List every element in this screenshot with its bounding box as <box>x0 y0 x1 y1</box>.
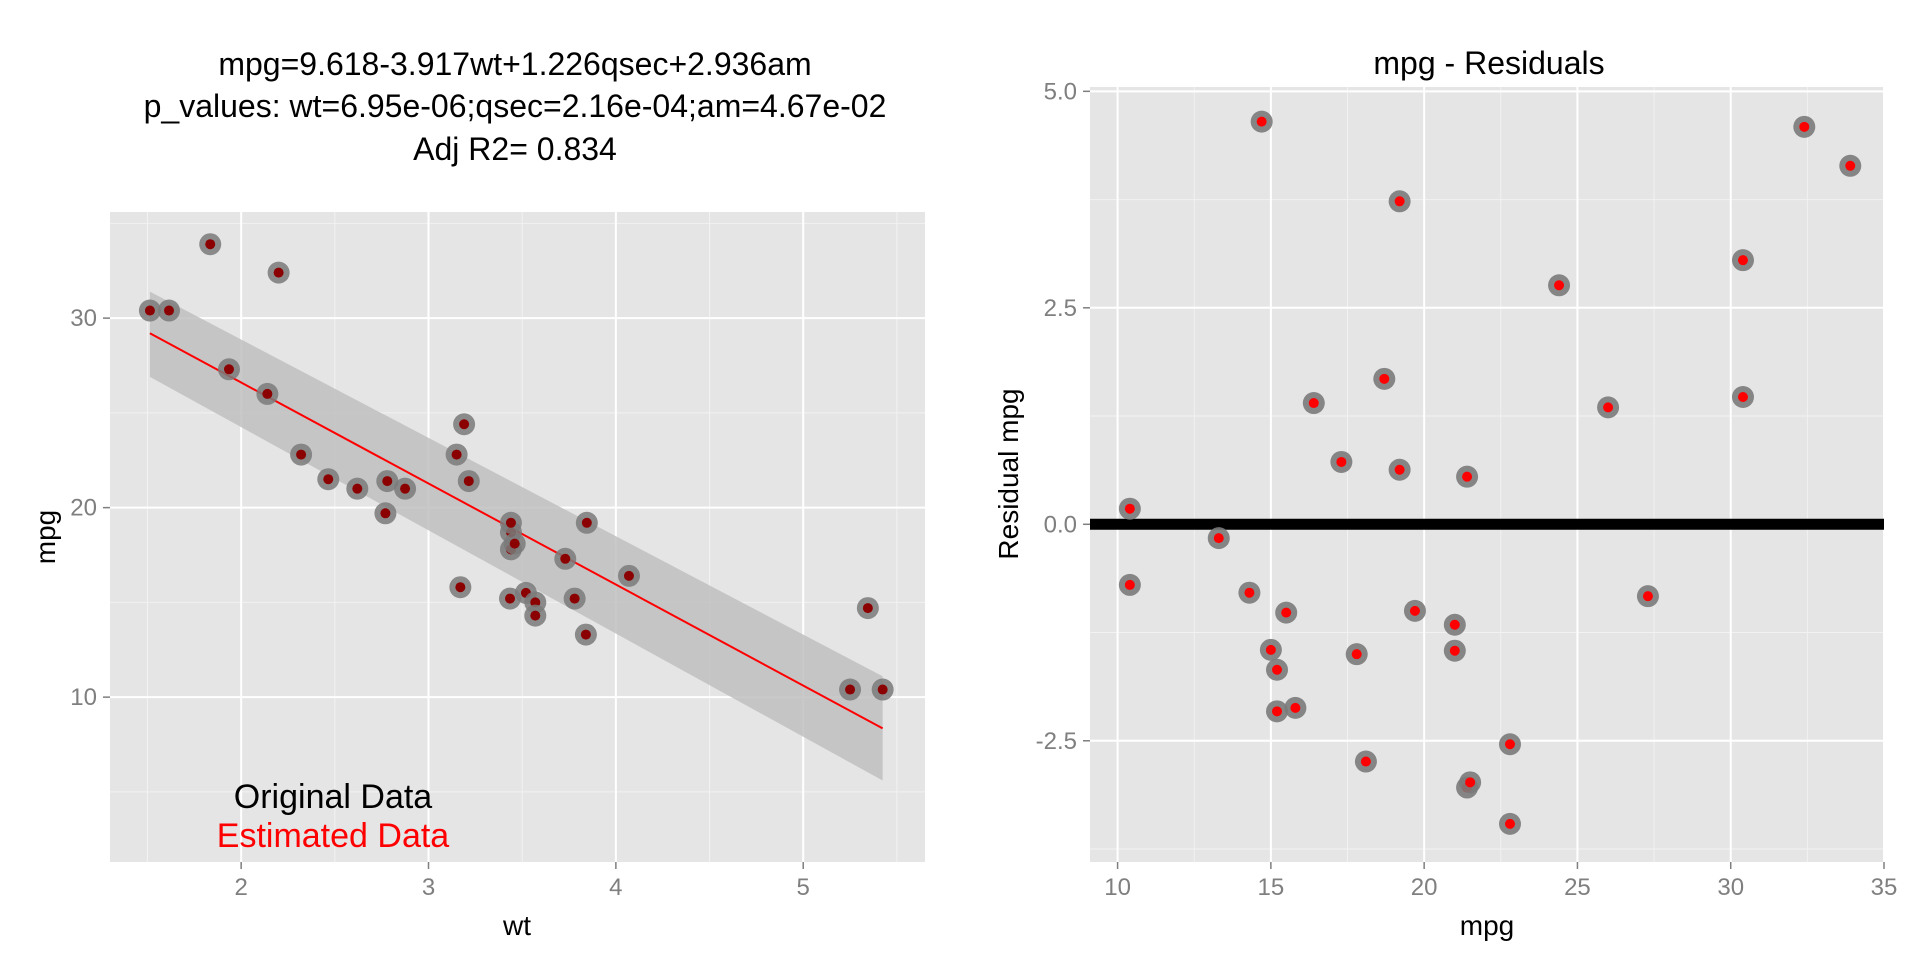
left-y-tick-label: 30 <box>70 305 97 332</box>
left-data-point <box>560 553 571 564</box>
left-y-tick-label: 10 <box>70 684 97 711</box>
legend-original-data: Original Data <box>234 778 433 816</box>
left-data-point <box>569 593 580 604</box>
left-title-line-1: mpg=9.618-3.917wt+1.226qsec+2.936am <box>218 46 811 82</box>
left-chart: mpg=9.618-3.917wt+1.226qsec+2.936am p_va… <box>30 46 925 941</box>
left-x-tick-label: 3 <box>422 874 435 901</box>
right-data-point <box>1462 471 1473 482</box>
right-x-tick-label: 15 <box>1258 874 1285 901</box>
left-x-tick-label: 5 <box>797 874 810 901</box>
right-x-tick-label: 30 <box>1717 874 1744 901</box>
left-data-point <box>273 267 284 278</box>
right-x-ticks: 10 15 20 25 30 35 <box>1104 862 1897 901</box>
right-y-ticks: -2.5 0.0 2.5 5.0 <box>1036 78 1090 755</box>
left-data-point <box>205 239 216 250</box>
right-y-tick-label: 0.0 <box>1044 511 1077 538</box>
right-grid <box>1090 87 1885 862</box>
left-x-ticks: 2 3 4 5 <box>234 862 810 901</box>
left-data-point <box>505 593 516 604</box>
right-plot-panel <box>1090 87 1884 862</box>
left-data-point <box>262 388 273 399</box>
left-data-point <box>623 570 634 581</box>
left-data-point <box>580 629 591 640</box>
left-title-line-3: Adj R2= 0.834 <box>413 131 617 167</box>
right-data-point <box>1213 533 1224 544</box>
left-data-point <box>845 684 856 695</box>
left-data-point <box>455 582 466 593</box>
legend-estimated-data: Estimated Data <box>217 817 450 855</box>
right-data-point <box>1642 591 1653 602</box>
right-data-point <box>1244 587 1255 598</box>
left-data-point <box>352 483 363 494</box>
right-data-point <box>1504 818 1515 829</box>
left-data-point <box>581 517 592 528</box>
left-y-tick-label: 20 <box>70 495 97 522</box>
left-data-point <box>380 508 391 519</box>
left-y-ticks: 10 20 30 <box>70 305 110 711</box>
right-y-tick-label: 2.5 <box>1044 295 1077 322</box>
left-data-point <box>877 684 888 695</box>
right-chart: mpg - Residuals 10 15 20 25 30 35 -2.5 0.0 2.5 5… <box>993 45 1897 941</box>
right-data-point <box>1256 116 1267 127</box>
right-data-point <box>1394 196 1405 207</box>
left-data-point <box>144 305 155 316</box>
left-data-point <box>400 483 411 494</box>
right-points <box>1118 110 1862 835</box>
right-data-point <box>1737 392 1748 402</box>
right-data-point <box>1336 456 1347 467</box>
left-data-point <box>451 449 462 460</box>
right-data-point <box>1272 706 1283 717</box>
right-data-point <box>1379 373 1390 384</box>
right-data-point <box>1554 280 1565 291</box>
right-x-tick-label: 35 <box>1871 874 1898 901</box>
left-data-point <box>459 419 470 430</box>
left-data-point <box>463 476 474 487</box>
right-data-point <box>1603 402 1614 413</box>
left-data-point <box>530 597 541 608</box>
right-x-axis-label: mpg <box>1460 910 1514 941</box>
right-title: mpg - Residuals <box>1373 45 1604 81</box>
left-data-point <box>509 538 520 549</box>
right-data-point <box>1799 121 1810 132</box>
right-data-point <box>1124 503 1135 514</box>
left-data-point <box>223 364 234 375</box>
right-y-tick-label: -2.5 <box>1036 728 1077 755</box>
right-data-point <box>1465 777 1476 788</box>
left-y-axis-label: mpg <box>30 510 61 564</box>
left-data-point <box>382 476 393 487</box>
right-x-tick-label: 20 <box>1411 874 1438 901</box>
right-data-point <box>1281 607 1292 618</box>
left-title-line-2: p_values: wt=6.95e-06;qsec=2.16e-04;am=4… <box>144 88 887 124</box>
right-y-axis-label: Residual mpg <box>993 388 1024 559</box>
right-data-point <box>1449 619 1460 630</box>
right-data-point <box>1290 702 1301 713</box>
right-data-point <box>1737 255 1748 266</box>
right-data-point <box>1394 464 1405 475</box>
left-x-tick-label: 2 <box>234 874 247 901</box>
right-x-tick-label: 25 <box>1564 874 1591 901</box>
right-data-point <box>1272 664 1283 675</box>
right-data-point <box>1351 649 1362 660</box>
right-data-point <box>1124 579 1135 590</box>
right-data-point <box>1308 398 1319 409</box>
left-x-axis-label: wt <box>502 910 531 941</box>
right-data-point <box>1504 739 1515 750</box>
right-x-tick-label: 10 <box>1104 874 1131 901</box>
left-x-tick-label: 4 <box>609 874 622 901</box>
left-data-point <box>862 603 873 614</box>
right-data-point <box>1265 644 1276 655</box>
left-data-point <box>323 474 334 485</box>
left-data-point <box>530 610 541 621</box>
right-data-point <box>1449 645 1460 656</box>
left-data-point <box>505 517 516 528</box>
left-points <box>138 233 894 701</box>
left-data-point <box>296 449 307 460</box>
right-data-point <box>1360 756 1371 767</box>
right-data-point <box>1409 605 1420 616</box>
left-data-point <box>164 305 175 316</box>
right-data-point <box>1845 160 1856 171</box>
right-y-tick-label: 5.0 <box>1044 78 1077 105</box>
